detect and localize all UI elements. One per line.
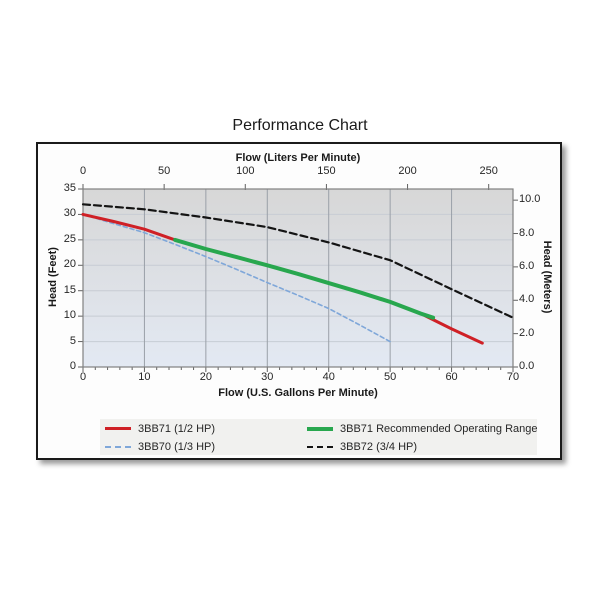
- legend-swatch: [307, 426, 333, 431]
- legend-swatch: [105, 445, 131, 448]
- legend-swatch: [307, 445, 333, 448]
- legend-label: 3BB71 Recommended Operating Range: [340, 422, 538, 435]
- series-curve: [82, 213, 391, 343]
- legend-item: 3BB71 Recommended Operating Range: [307, 421, 538, 436]
- legend-item: 3BB72 (3/4 HP): [307, 439, 417, 454]
- legend-item: 3BB70 (1/3 HP): [105, 439, 215, 454]
- plot-background: [83, 189, 513, 367]
- axis-title-bottom-flow-gallons: Flow (U.S. Gallons Per Minute): [218, 387, 378, 399]
- axis-title-top-flow-liters: Flow (Liters Per Minute): [235, 152, 361, 164]
- legend-item: 3BB71 (1/2 HP): [105, 421, 215, 436]
- series-curve: [173, 237, 436, 320]
- legend-label: 3BB72 (3/4 HP): [340, 440, 418, 453]
- legend-label: 3BB70 (1/3 HP): [138, 440, 216, 453]
- chart-title: Performance Chart: [232, 117, 368, 134]
- plot-area: [78, 184, 518, 372]
- legend-swatch: [105, 427, 131, 430]
- axis-title-right-head-meters: Head (Meters): [541, 240, 553, 314]
- legend-label: 3BB71 (1/2 HP): [138, 422, 216, 435]
- plot-border: [82, 188, 514, 368]
- legend: 3BB71 (1/2 HP) 3BB71 Recommended Operatin…: [100, 419, 538, 455]
- axis-title-left-head-feet: Head (Feet): [47, 247, 59, 307]
- series-curve: [81, 203, 515, 319]
